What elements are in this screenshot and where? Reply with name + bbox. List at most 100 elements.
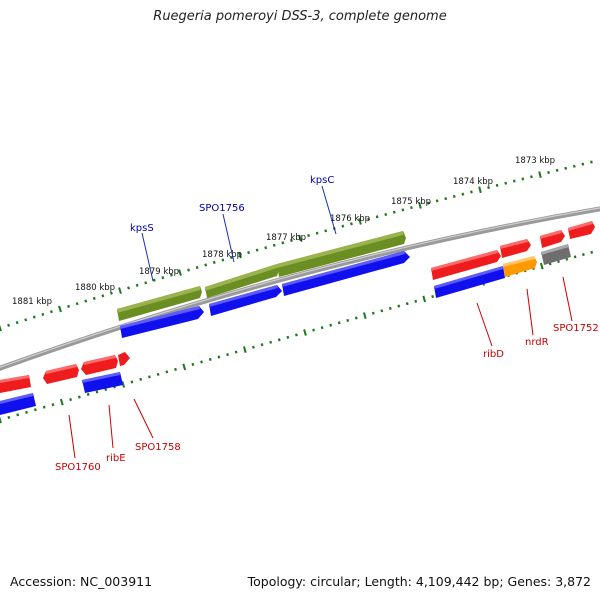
cds-ribE[interactable] xyxy=(82,372,123,393)
scale-label-1879: 1879 kbp xyxy=(139,267,179,277)
inner-scale-minor-tick xyxy=(165,370,169,374)
genome-backbone-highlight xyxy=(0,207,600,368)
inner-scale-minor-tick xyxy=(277,338,281,342)
map-title: Ruegeria pomeroyi DSS-3, complete genome xyxy=(153,9,447,24)
outer-scale-minor-tick xyxy=(307,234,310,238)
accession-text: Accession: NC_003911 xyxy=(10,574,153,589)
cds-kpsC[interactable] xyxy=(282,251,410,296)
outer-scale-minor-tick xyxy=(264,246,268,250)
outer-scale-minor-tick xyxy=(401,208,405,212)
outer-scale-minor-tick xyxy=(427,201,430,205)
inner-scale-minor-tick xyxy=(354,316,358,320)
gene-label-SPO1756: SPO1756 xyxy=(199,203,245,214)
gene-SPO1752-b[interactable] xyxy=(568,221,595,239)
inner-scale-minor-tick xyxy=(69,398,73,402)
cds-SPO1760[interactable] xyxy=(0,393,36,415)
inner-scale-minor-tick xyxy=(191,362,195,366)
inner-scale-minor-tick xyxy=(397,304,401,308)
inner-scale-minor-tick xyxy=(405,302,409,306)
outer-scale-minor-tick xyxy=(410,206,413,210)
gene-label-ribE: ribE xyxy=(106,453,126,464)
gene-SPO1752-a[interactable] xyxy=(540,230,565,248)
outer-scale-minor-tick xyxy=(187,268,190,272)
outer-scale-minor-tick xyxy=(15,320,19,325)
inner-scale-minor-tick xyxy=(590,250,594,254)
cds-ribD[interactable] xyxy=(434,266,505,298)
outer-scale-major-tick xyxy=(538,171,542,178)
outer-scale-minor-tick xyxy=(444,197,448,201)
gene-SPO1758[interactable] xyxy=(118,352,130,366)
outer-scale-minor-tick xyxy=(101,294,105,298)
cds-SPO1756[interactable] xyxy=(209,285,282,316)
gene-ribE-upper[interactable] xyxy=(43,364,79,384)
gene-label-kpsS: kpsS xyxy=(130,223,154,234)
inner-scale-minor-tick xyxy=(51,403,55,407)
outer-scale-minor-tick xyxy=(67,304,71,308)
inner-scale-minor-tick xyxy=(388,306,392,310)
genome-summary-text: Topology: circular; Length: 4,109,442 bp… xyxy=(247,574,591,589)
gene-kpsS[interactable] xyxy=(117,286,202,321)
outer-scale-minor-tick xyxy=(24,318,28,322)
outer-scale-minor-tick xyxy=(435,199,439,203)
outer-scale-minor-tick xyxy=(367,217,370,221)
inner-scale-minor-tick xyxy=(320,326,324,330)
gene-label-SPO1760: SPO1760 xyxy=(55,462,101,473)
leader-kpsC xyxy=(321,185,337,235)
inner-scale-minor-tick xyxy=(208,357,212,362)
cds-kpsS[interactable] xyxy=(120,306,204,338)
outer-scale-minor-tick xyxy=(572,164,576,168)
leader-SPO1752 xyxy=(562,276,573,322)
scale-label-1877: 1877 kbp xyxy=(266,233,306,243)
outer-scale-minor-tick xyxy=(32,315,36,319)
gene-kpsC[interactable] xyxy=(277,231,406,277)
outer-scale-major-tick xyxy=(0,324,2,332)
inner-scale-minor-tick xyxy=(156,372,160,376)
scale-label-1874: 1874 kbp xyxy=(453,177,493,187)
inner-scale-minor-tick xyxy=(269,340,273,344)
outer-scale-minor-tick xyxy=(564,166,568,170)
inner-scale-minor-tick xyxy=(582,253,585,257)
inner-scale-major-tick xyxy=(539,262,544,270)
inner-scale-minor-tick xyxy=(217,355,221,359)
inner-scale-minor-tick xyxy=(252,345,255,349)
outer-scale-minor-tick xyxy=(92,296,96,300)
inner-scale-minor-tick xyxy=(380,309,384,313)
inner-scale-minor-tick xyxy=(234,350,238,354)
inner-scale-minor-tick xyxy=(431,294,435,299)
outer-scale-minor-tick xyxy=(590,160,593,164)
gene-ribD[interactable] xyxy=(431,250,501,280)
outer-scale-minor-tick xyxy=(247,251,250,255)
gene-nrdR-upper[interactable] xyxy=(500,239,531,258)
gene-SPO1756[interactable] xyxy=(205,264,279,298)
outer-scale-minor-tick xyxy=(84,299,88,303)
outer-scale-minor-tick xyxy=(375,215,379,219)
outer-scale-minor-tick xyxy=(152,278,156,282)
outer-scale-minor-tick xyxy=(41,312,45,316)
inner-scale-major-tick xyxy=(182,363,187,371)
outer-scale-minor-tick xyxy=(581,162,585,166)
inner-scale-minor-tick xyxy=(139,377,143,381)
leader-nrdR xyxy=(526,288,534,336)
leader-ribD xyxy=(476,302,493,347)
outer-scale-minor-tick xyxy=(350,222,353,226)
scale-label-1878: 1878 kbp xyxy=(202,250,242,260)
gene-label-SPO1752: SPO1752 xyxy=(553,323,599,334)
outer-scale-minor-tick xyxy=(555,168,559,172)
inner-scale-minor-tick xyxy=(130,380,134,384)
inner-scale-major-tick xyxy=(303,329,307,336)
inner-scale-minor-tick xyxy=(337,321,341,325)
inner-scale-minor-tick xyxy=(573,255,577,259)
outer-scale-minor-tick xyxy=(212,260,216,265)
cds-SPO1752[interactable] xyxy=(541,244,571,265)
inner-scale-major-tick xyxy=(242,346,247,353)
outer-scale-major-tick xyxy=(358,218,362,225)
cds-nrdR[interactable] xyxy=(503,256,537,277)
outer-scale-minor-tick xyxy=(392,210,396,214)
outer-scale-minor-tick xyxy=(530,175,533,179)
gene-ribE[interactable] xyxy=(81,355,118,375)
outer-scale-major-tick xyxy=(478,186,482,194)
gene-SPO1760[interactable] xyxy=(0,375,31,393)
inner-scale-minor-tick xyxy=(33,408,37,412)
